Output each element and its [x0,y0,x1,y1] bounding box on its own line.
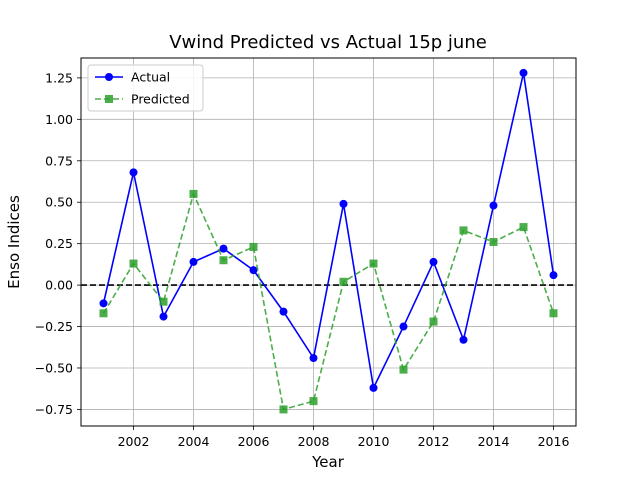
x-axis: 2002 2004 2006 2008 2010 2012 2014 2016 [118,426,570,449]
actual-point [339,199,348,208]
legend-item-predicted: Predicted [95,92,190,107]
x-tick-label: 2004 [178,434,210,449]
x-tick-label: 2014 [478,434,510,449]
predicted-point [519,223,528,232]
y-tick-label: 0.50 [45,195,73,210]
x-tick-label: 2012 [418,434,450,449]
legend-label: Actual [131,70,170,85]
legend-label: Predicted [131,92,190,107]
actual-point [369,383,378,392]
y-tick-label: −0.25 [35,319,73,334]
predicted-point [249,242,258,251]
predicted-point [549,309,558,318]
actual-point [99,299,108,308]
actual-point [549,271,558,280]
x-tick-label: 2008 [298,434,330,449]
actual-point [489,201,498,210]
predicted-point [129,259,138,268]
predicted-point [309,397,318,406]
y-tick-label: −0.75 [35,402,73,417]
actual-point [129,168,138,177]
predicted-point [399,365,408,374]
y-axis-label: Enso Indices [5,195,23,289]
x-axis-label: Year [311,453,345,471]
actual-point [219,244,228,253]
series-actual [99,68,558,392]
actual-line [102,72,555,391]
x-tick-label: 2002 [118,434,150,449]
x-tick-label: 2010 [358,434,390,449]
legend-item-actual: Actual [95,70,170,85]
actual-point [399,322,408,331]
plot-frame [80,57,577,427]
x-tick-label: 2016 [538,434,570,449]
actual-point [309,354,318,363]
actual-point [519,68,528,77]
actual-point [279,307,288,316]
series-group [99,68,558,414]
predicted-point [369,259,378,268]
x-tick-label: 2006 [238,434,270,449]
predicted-point [489,238,498,246]
predicted-point [159,297,168,306]
predicted-point [189,189,198,198]
y-axis: −0.75 −0.50 −0.25 0.00 0.25 0.50 0.75 1.00 1.25 [35,70,81,417]
actual-point [249,266,258,275]
y-tick-label: 1.00 [45,112,73,127]
y-tick-label: −0.50 [35,360,73,375]
y-tick-label: 0.00 [45,278,73,293]
predicted-point [429,317,438,326]
actual-point [429,257,438,266]
predicted-point [219,256,228,265]
y-tick-label: 0.75 [45,153,73,168]
legend: Actual Predicted [87,64,204,112]
actual-point [459,335,468,344]
legend-marker [105,73,113,81]
predicted-point [99,309,108,318]
predicted-point [339,277,348,286]
legend-marker [105,95,113,103]
predicted-line [102,191,555,411]
y-tick-label: 1.25 [45,70,73,85]
predicted-point [279,405,288,414]
chart-title: Vwind Predicted vs Actual 15p june [169,32,487,53]
series-predicted [99,189,558,414]
actual-point [159,312,168,321]
y-tick-label: 0.25 [45,236,73,251]
grid [81,58,576,426]
predicted-point [459,226,468,235]
actual-point [189,257,198,266]
